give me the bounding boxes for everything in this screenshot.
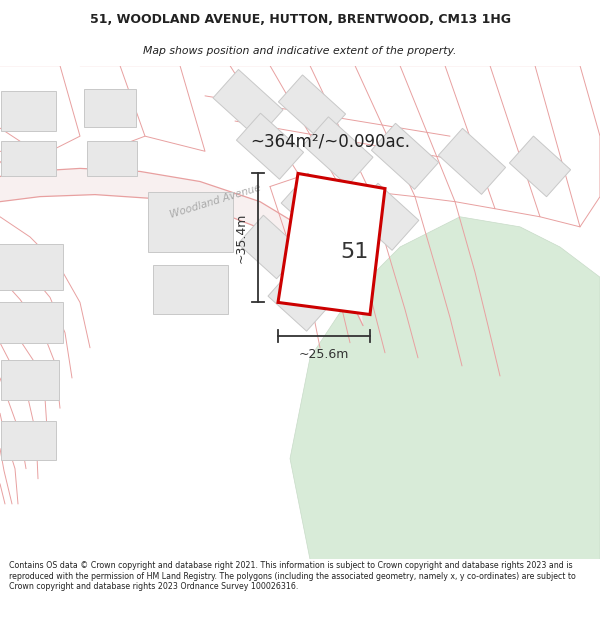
Polygon shape (0, 244, 62, 290)
Polygon shape (1, 141, 56, 176)
Text: Woodland Avenue: Woodland Avenue (168, 183, 262, 220)
Polygon shape (236, 113, 304, 179)
Polygon shape (439, 128, 506, 194)
Polygon shape (238, 215, 302, 279)
Polygon shape (148, 192, 233, 252)
Text: Contains OS data © Crown copyright and database right 2021. This information is : Contains OS data © Crown copyright and d… (9, 561, 576, 591)
Polygon shape (87, 141, 137, 176)
Polygon shape (268, 268, 332, 331)
Polygon shape (213, 69, 283, 138)
Polygon shape (278, 75, 346, 141)
Polygon shape (1, 360, 59, 400)
Text: Map shows position and indicative extent of the property.: Map shows position and indicative extent… (143, 46, 457, 56)
Polygon shape (84, 89, 136, 127)
Polygon shape (1, 421, 56, 459)
Polygon shape (351, 183, 419, 250)
Polygon shape (0, 168, 363, 326)
Text: 51: 51 (341, 242, 369, 262)
Polygon shape (308, 226, 372, 289)
Polygon shape (152, 265, 227, 314)
Polygon shape (278, 174, 385, 314)
Text: ~25.6m: ~25.6m (299, 348, 349, 361)
Polygon shape (290, 217, 600, 559)
Polygon shape (281, 173, 349, 240)
Polygon shape (0, 302, 62, 343)
Polygon shape (371, 123, 439, 189)
Polygon shape (303, 117, 373, 186)
Polygon shape (1, 91, 56, 131)
Text: ~35.4m: ~35.4m (235, 213, 248, 263)
Polygon shape (509, 136, 571, 197)
Text: ~364m²/~0.090ac.: ~364m²/~0.090ac. (250, 132, 410, 150)
Text: 51, WOODLAND AVENUE, HUTTON, BRENTWOOD, CM13 1HG: 51, WOODLAND AVENUE, HUTTON, BRENTWOOD, … (89, 13, 511, 26)
